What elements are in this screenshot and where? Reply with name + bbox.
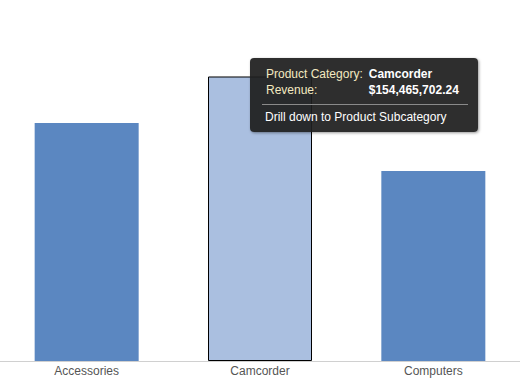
html-text:$154,465,702.24: $154,465,702.24 (368, 83, 459, 97)
html-text:Product Category:: Product Category: (266, 67, 363, 81)
svg-text:Camcorder: Camcorder (230, 364, 289, 378)
svg-text:Accessories: Accessories (54, 364, 119, 378)
html-text:Revenue:: Revenue: (266, 83, 318, 97)
svg-text:Computers: Computers (404, 364, 463, 378)
html-text:Camcorder: Camcorder (368, 67, 433, 81)
html-text:Drill down to Product Subcateg: Drill down to Product Subcategory (265, 110, 447, 124)
